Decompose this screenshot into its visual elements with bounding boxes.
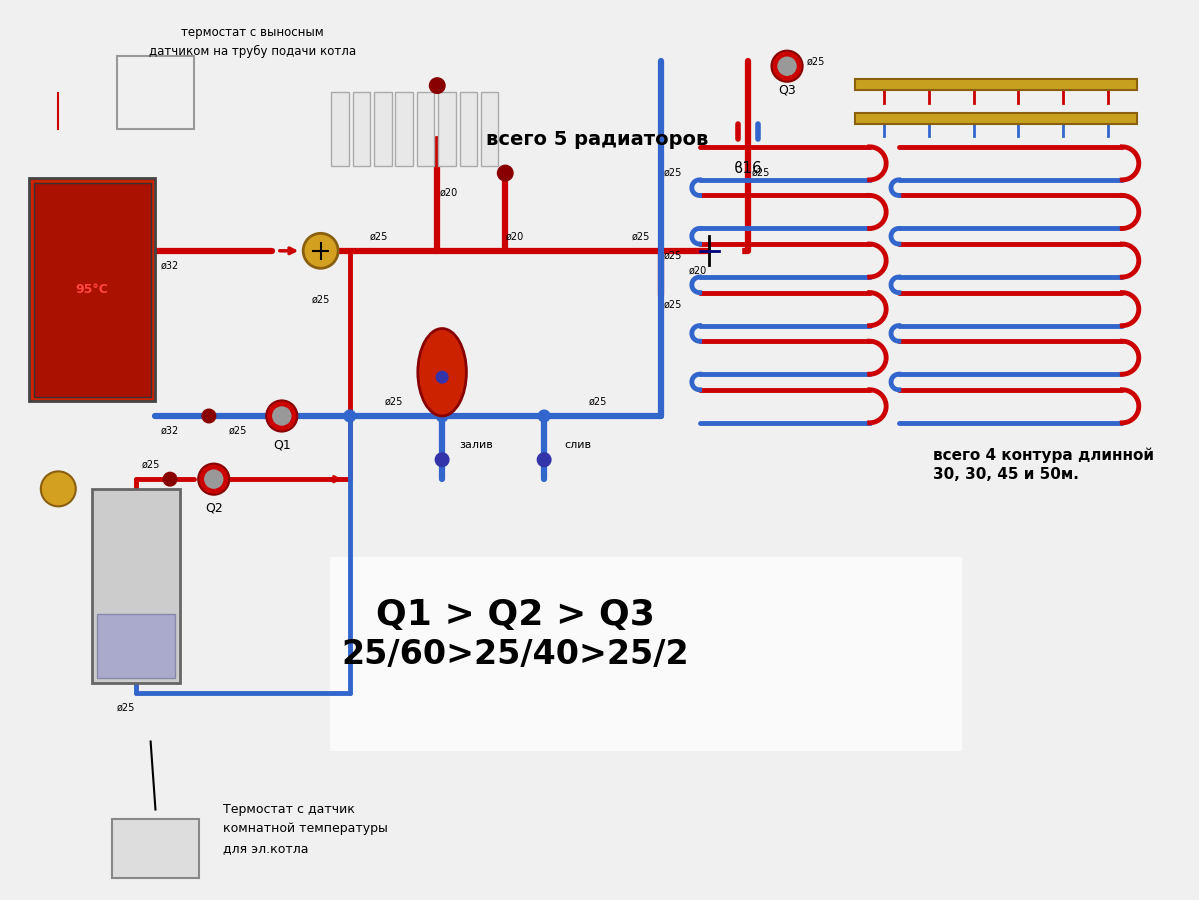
Text: ø25: ø25 bbox=[632, 231, 651, 241]
Text: всего 5 радиаторов: всего 5 радиаторов bbox=[486, 130, 709, 148]
Circle shape bbox=[498, 166, 513, 181]
Circle shape bbox=[272, 406, 291, 426]
Bar bbox=[855, 112, 1137, 124]
Bar bbox=[29, 178, 156, 401]
Text: ø25: ø25 bbox=[664, 168, 682, 178]
Text: 95°C: 95°C bbox=[76, 284, 109, 296]
Text: ø25: ø25 bbox=[385, 396, 403, 407]
Circle shape bbox=[198, 464, 229, 495]
Text: ø25: ø25 bbox=[141, 460, 159, 470]
Text: ø20: ø20 bbox=[440, 187, 458, 197]
Circle shape bbox=[344, 410, 356, 422]
Circle shape bbox=[436, 410, 448, 422]
Text: ø25: ø25 bbox=[664, 251, 682, 261]
Text: залив: залив bbox=[459, 440, 493, 450]
Bar bbox=[97, 614, 175, 679]
Text: термостат с выносным: термостат с выносным bbox=[181, 26, 324, 39]
Text: ø25: ø25 bbox=[589, 396, 607, 407]
Bar bbox=[34, 183, 151, 397]
Text: ø32: ø32 bbox=[161, 426, 179, 436]
Text: ø25: ø25 bbox=[229, 426, 247, 436]
Text: слив: слив bbox=[565, 440, 591, 450]
Circle shape bbox=[436, 372, 448, 383]
Text: ø20: ø20 bbox=[688, 266, 706, 275]
Text: датчиком на трубу подачи котла: датчиком на трубу подачи котла bbox=[149, 45, 356, 58]
Circle shape bbox=[204, 470, 223, 489]
Bar bbox=[116, 57, 194, 130]
Text: ø25: ø25 bbox=[369, 231, 388, 241]
Text: ø20: ø20 bbox=[506, 231, 524, 241]
Text: Термостат с датчик: Термостат с датчик bbox=[223, 803, 355, 816]
Circle shape bbox=[303, 233, 338, 268]
Circle shape bbox=[429, 78, 445, 94]
Text: для эл.котла: для эл.котла bbox=[223, 842, 309, 855]
Bar bbox=[374, 93, 392, 166]
Bar bbox=[331, 93, 349, 166]
Circle shape bbox=[777, 57, 797, 76]
Text: 25/60>25/40>25/2: 25/60>25/40>25/2 bbox=[342, 637, 688, 670]
Text: ø25: ø25 bbox=[807, 57, 825, 67]
Text: Q1 > Q2 > Q3: Q1 > Q2 > Q3 bbox=[375, 598, 655, 632]
Text: ø25: ø25 bbox=[664, 300, 682, 310]
Circle shape bbox=[538, 410, 550, 422]
Bar bbox=[112, 819, 199, 878]
Text: ø25: ø25 bbox=[118, 703, 135, 713]
Bar bbox=[481, 93, 499, 166]
Text: 30, 30, 45 и 50м.: 30, 30, 45 и 50м. bbox=[933, 467, 1079, 482]
Text: Q2: Q2 bbox=[205, 502, 223, 515]
Circle shape bbox=[435, 453, 448, 466]
Bar bbox=[92, 489, 180, 683]
Text: ø25: ø25 bbox=[312, 294, 330, 304]
Circle shape bbox=[41, 472, 76, 507]
Circle shape bbox=[203, 410, 216, 423]
Circle shape bbox=[266, 400, 297, 431]
Circle shape bbox=[771, 50, 802, 82]
Bar bbox=[331, 557, 962, 752]
Text: ϐ16: ϐ16 bbox=[734, 161, 763, 176]
Text: всего 4 контура длинной: всего 4 контура длинной bbox=[933, 447, 1153, 463]
Bar bbox=[396, 93, 412, 166]
Bar bbox=[438, 93, 456, 166]
Ellipse shape bbox=[417, 328, 466, 416]
Circle shape bbox=[163, 472, 176, 486]
Bar bbox=[417, 93, 434, 166]
Text: ø32: ø32 bbox=[161, 260, 179, 270]
Text: Q3: Q3 bbox=[778, 84, 796, 97]
Bar bbox=[353, 93, 370, 166]
Text: комнатной температуры: комнатной температуры bbox=[223, 823, 388, 835]
Bar bbox=[855, 79, 1137, 91]
Text: ø25: ø25 bbox=[752, 168, 770, 178]
Circle shape bbox=[537, 453, 550, 466]
Text: Q1: Q1 bbox=[273, 438, 290, 452]
Bar bbox=[459, 93, 477, 166]
